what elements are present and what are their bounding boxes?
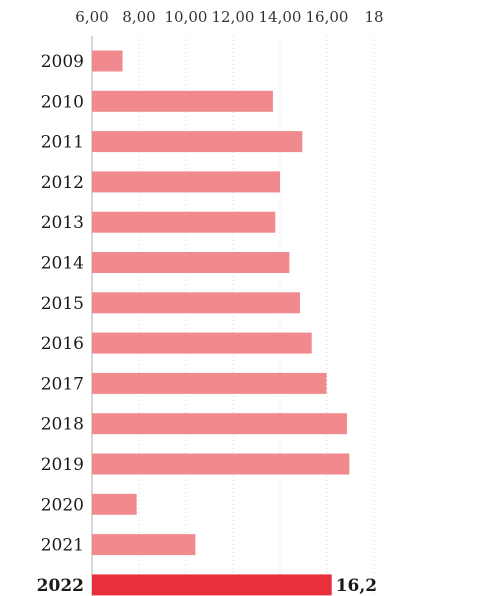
- category-label-2012: 2012: [41, 173, 84, 193]
- category-labels: 2009 2010 2011 2012 2013 2014 2015 2016 2017 2018…: [37, 52, 377, 596]
- data-label-2022: 16,2: [336, 576, 377, 596]
- x-tick-label: 18: [364, 8, 383, 26]
- category-label-2016: 2016: [41, 334, 84, 354]
- x-tick-label: 6,00: [75, 8, 108, 26]
- category-label-2011: 2011: [41, 133, 84, 153]
- bar-2022: [92, 574, 332, 596]
- x-tick-label: 16,00: [306, 8, 349, 26]
- x-tick-label: 14,00: [259, 8, 302, 26]
- bar-2014: [92, 252, 290, 273]
- bar-2016: [92, 332, 312, 354]
- bar-2009: [92, 50, 123, 72]
- bar-2015: [92, 292, 300, 314]
- bar-2018: [92, 413, 347, 435]
- category-label-2013: 2013: [41, 213, 84, 233]
- category-label-2021: 2021: [41, 536, 84, 556]
- x-tick-label: 10,00: [165, 8, 208, 26]
- bar-2020: [92, 493, 137, 515]
- bars: [92, 50, 350, 596]
- category-label-2019: 2019: [41, 455, 84, 475]
- bar-2011: [92, 131, 303, 153]
- x-axis-ticks: 6,00 8,00 10,00 12,00 14,00 16,00 18: [75, 8, 383, 26]
- bar-2017: [92, 372, 327, 394]
- category-label-2014: 2014: [41, 254, 84, 274]
- bar-2012: [92, 171, 280, 193]
- category-label-2017: 2017: [41, 374, 84, 394]
- bar-2021: [92, 534, 196, 556]
- category-label-2018: 2018: [41, 415, 84, 435]
- x-tick-label: 12,00: [212, 8, 255, 26]
- bar-2010: [92, 90, 273, 112]
- bar-2013: [92, 211, 276, 233]
- bar-2019: [92, 453, 350, 475]
- category-label-2015: 2015: [41, 294, 84, 314]
- x-tick-label: 8,00: [122, 8, 155, 26]
- category-label-2020: 2020: [41, 495, 84, 515]
- category-label-2010: 2010: [41, 92, 84, 112]
- category-label-2009: 2009: [41, 52, 84, 72]
- category-label-2022: 2022: [37, 576, 84, 596]
